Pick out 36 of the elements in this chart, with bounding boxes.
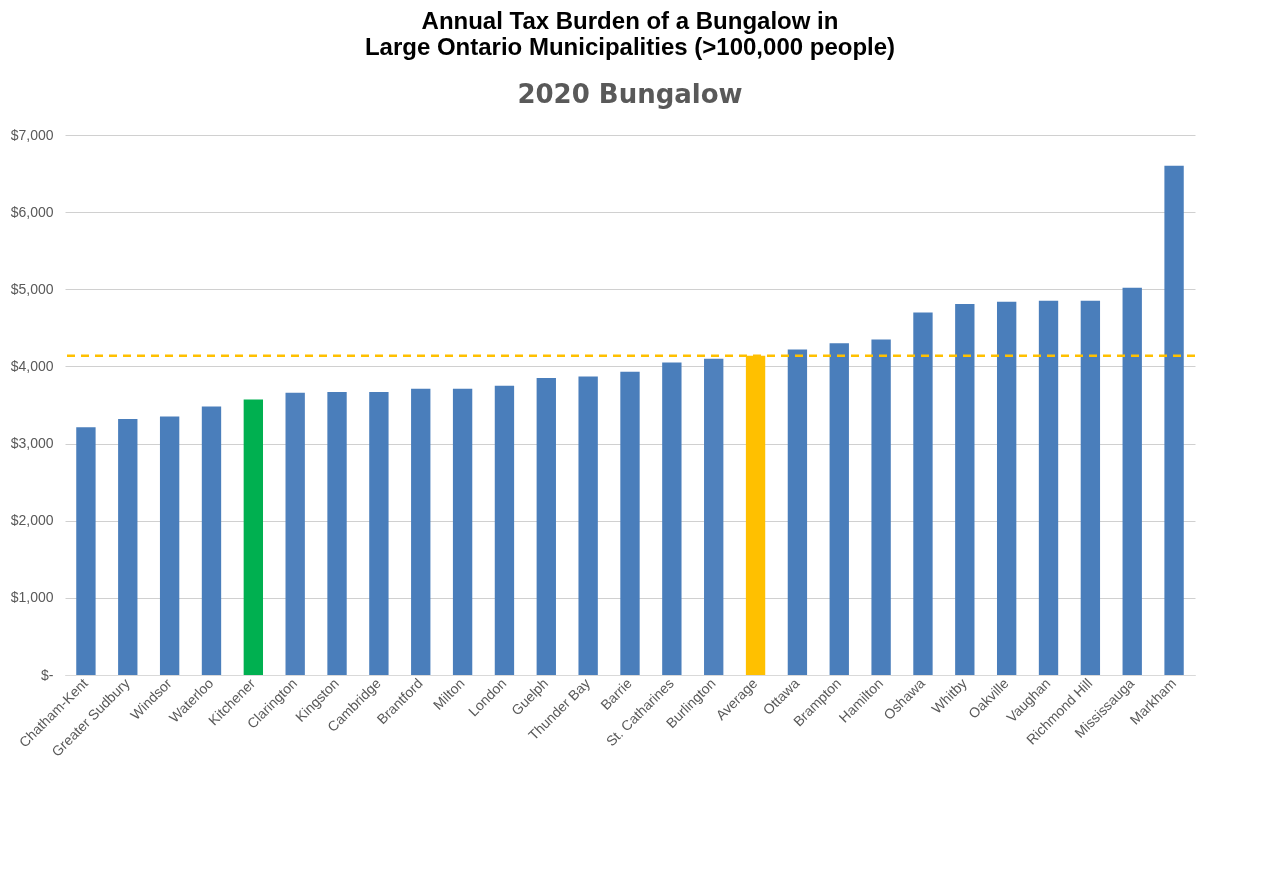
- bar: [913, 312, 933, 675]
- chart-subtitle: 2020 Bungalow: [517, 79, 743, 109]
- y-tick-label: $2,000: [10, 512, 54, 529]
- bar: [243, 399, 264, 675]
- bar: [285, 392, 305, 675]
- bar: [829, 343, 849, 675]
- bar: [996, 301, 1017, 675]
- bar: [787, 349, 808, 675]
- y-tick-label: $6,000: [10, 203, 54, 220]
- y-tick-label: $3,000: [10, 435, 54, 452]
- bar: [411, 388, 431, 675]
- bar: [1122, 287, 1142, 675]
- bar: [369, 391, 389, 675]
- bar: [871, 339, 891, 675]
- bar: [1164, 165, 1184, 675]
- y-tick-label: $5,000: [10, 280, 54, 297]
- bar: [620, 371, 640, 675]
- bar: [452, 388, 473, 675]
- bar: [1038, 300, 1059, 675]
- bar: [955, 303, 975, 675]
- bar: [494, 385, 515, 675]
- bar: [201, 406, 222, 675]
- bar: [118, 418, 138, 675]
- y-tick-label: $4,000: [10, 357, 54, 374]
- y-tick-label: $1,000: [10, 589, 54, 606]
- y-tick-label: $7,000: [10, 126, 54, 143]
- chart-title: Annual Tax Burden of a Bungalow in Large Ontario Municipalities (>100,000 people): [364, 7, 896, 60]
- y-tick-label: $-: [41, 666, 54, 683]
- bar: [578, 376, 598, 675]
- bar: [76, 427, 96, 675]
- bar: [704, 358, 724, 675]
- bar: [662, 362, 682, 675]
- bar: [327, 391, 347, 675]
- bar: [159, 416, 180, 675]
- bar: [536, 378, 556, 675]
- bar: [1080, 300, 1101, 675]
